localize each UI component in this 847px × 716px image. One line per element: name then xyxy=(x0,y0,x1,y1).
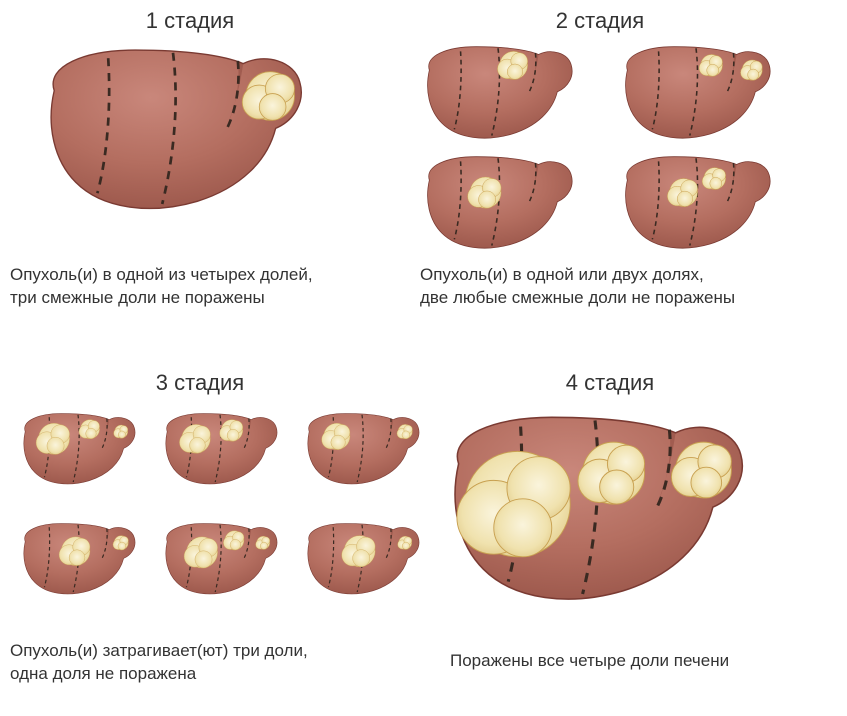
livers-layer xyxy=(0,0,847,716)
liver-icon xyxy=(302,520,422,598)
liver-icon xyxy=(618,152,774,253)
liver-icon xyxy=(420,152,576,253)
liver-icon xyxy=(618,42,774,143)
liver-icon xyxy=(160,520,280,598)
liver-icon xyxy=(302,410,422,488)
liver-icon xyxy=(38,42,308,218)
liver-icon xyxy=(160,410,280,488)
liver-icon xyxy=(18,520,138,598)
liver-icon xyxy=(420,42,576,143)
liver-icon xyxy=(440,408,750,610)
liver-icon xyxy=(18,410,138,488)
